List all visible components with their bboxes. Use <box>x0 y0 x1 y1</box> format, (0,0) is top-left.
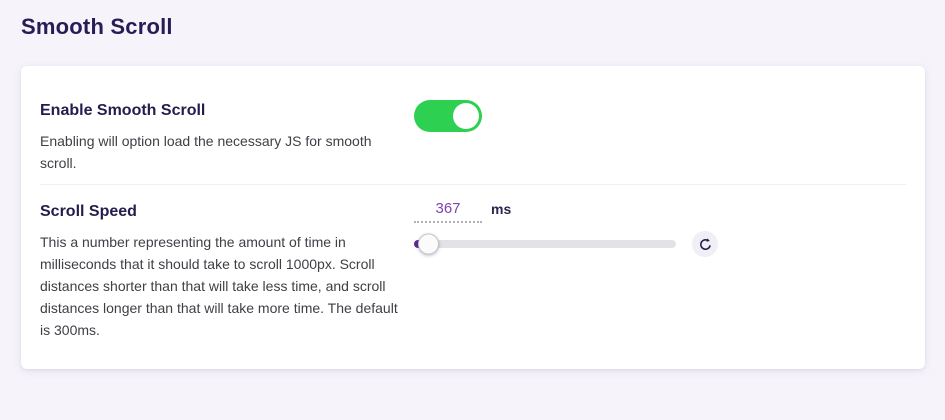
setting-control-column <box>414 100 906 174</box>
enable-smooth-scroll-description: Enabling will option load the necessary … <box>40 133 372 171</box>
scroll-speed-description: This a number representing the amount of… <box>40 234 398 338</box>
setting-row-enable-smooth-scroll: Enable Smooth Scroll Enabling will optio… <box>21 66 925 184</box>
slider-knob[interactable] <box>418 233 439 255</box>
settings-card: Enable Smooth Scroll Enabling will optio… <box>21 66 925 369</box>
setting-text-column: Enable Smooth Scroll Enabling will optio… <box>40 100 414 174</box>
toggle-knob <box>453 103 479 129</box>
setting-control-column: ms <box>414 195 906 341</box>
scroll-speed-value-row: ms <box>414 195 906 223</box>
scroll-speed-slider-row <box>414 231 906 257</box>
reset-button[interactable] <box>692 231 718 257</box>
scroll-speed-label: Scroll Speed <box>40 203 137 220</box>
page-title: Smooth Scroll <box>21 14 173 39</box>
row-divider <box>40 184 906 185</box>
setting-text-column: Scroll Speed This a number representing … <box>40 195 414 341</box>
refresh-icon <box>699 237 711 250</box>
settings-page: { "page": { "title": "Smooth Scroll" }, … <box>0 14 945 420</box>
setting-row-scroll-speed: Scroll Speed This a number representing … <box>21 185 925 363</box>
enable-smooth-scroll-label: Enable Smooth Scroll <box>40 102 206 119</box>
unit-label: ms <box>491 201 512 217</box>
scroll-speed-input[interactable] <box>414 195 482 223</box>
smooth-scroll-toggle[interactable] <box>414 100 482 132</box>
scroll-speed-slider[interactable] <box>414 233 676 255</box>
